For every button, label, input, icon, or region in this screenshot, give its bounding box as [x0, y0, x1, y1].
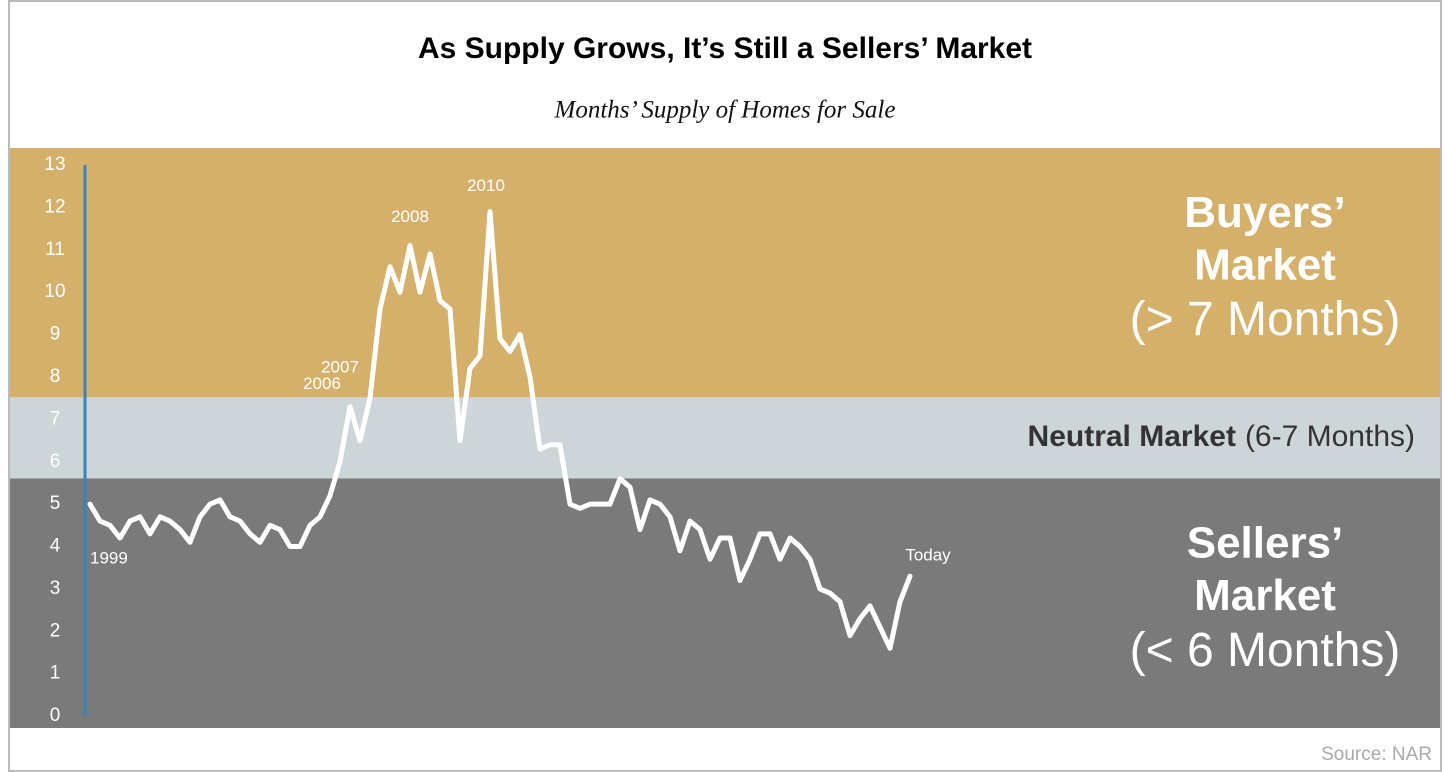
y-tick-label: 13: [44, 154, 65, 175]
market-band: [10, 478, 1440, 728]
band-label: (> 7 Months): [1130, 293, 1401, 346]
band-label: Neutral Market (6-7 Months): [1028, 420, 1415, 453]
y-tick-label: 9: [50, 324, 61, 345]
market-band: [10, 148, 1440, 398]
chart-subtitle: Months’ Supply of Homes for Sale: [554, 97, 896, 124]
point-annotation: 1999: [90, 549, 128, 568]
band-label: Sellers’: [1187, 518, 1344, 567]
y-tick-label: 0: [50, 705, 61, 726]
y-tick-label: 7: [50, 408, 61, 429]
point-annotation: 2008: [391, 207, 429, 226]
market-band: [10, 397, 1440, 479]
y-tick-label: 6: [50, 451, 61, 472]
y-tick-label: 12: [44, 196, 65, 217]
band-label: Market: [1194, 240, 1336, 289]
point-annotation: 2007: [321, 358, 359, 377]
band-label: Buyers’: [1184, 188, 1345, 237]
band-label-range: (6-7 Months): [1245, 420, 1415, 453]
y-tick-label: 8: [50, 366, 61, 387]
band-label: Market: [1194, 571, 1336, 620]
point-annotation: Today: [905, 546, 951, 565]
point-annotation: 2010: [467, 176, 505, 195]
y-tick-label: 4: [50, 536, 61, 557]
band-label: (< 6 Months): [1130, 624, 1401, 677]
y-tick-label: 5: [50, 493, 61, 514]
y-tick-label: 1: [50, 663, 61, 684]
data-line: [87, 209, 913, 651]
band-label-bold: Neutral Market: [1028, 420, 1236, 453]
y-tick-label: 3: [50, 578, 61, 599]
y-tick-label: 2: [50, 620, 61, 641]
y-tick-label: 10: [44, 281, 65, 302]
source: Source: NAR: [1321, 744, 1432, 765]
point-annotation: 2006: [303, 374, 341, 393]
y-tick-label: 11: [45, 239, 65, 260]
chart-title: As Supply Grows, It’s Still a Sellers’ M…: [418, 32, 1032, 65]
